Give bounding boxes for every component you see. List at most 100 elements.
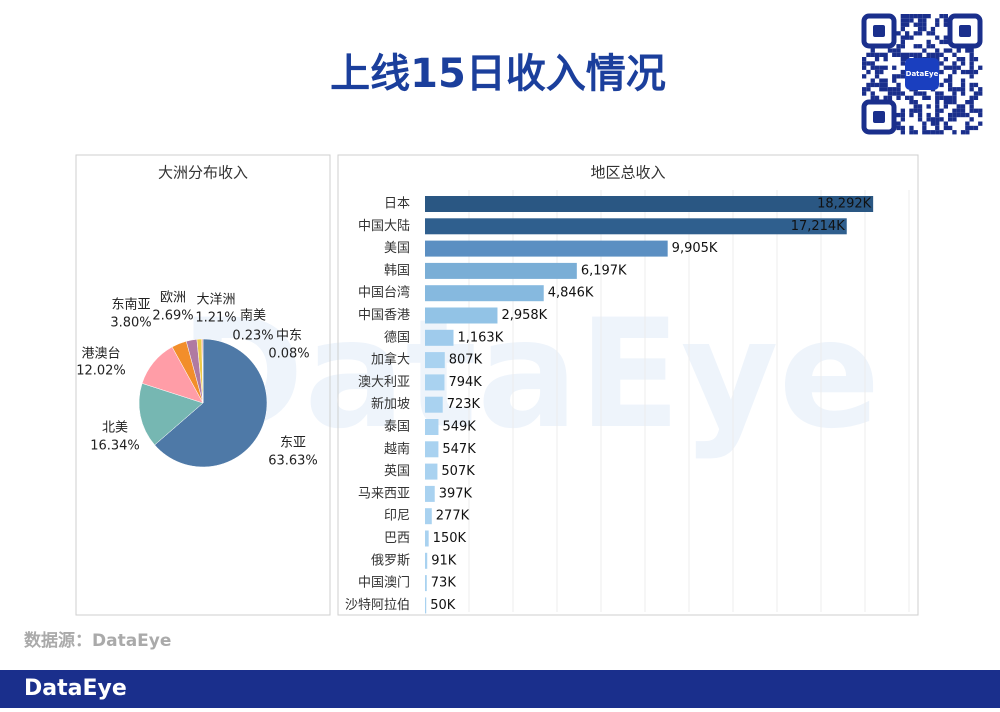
qr-cell xyxy=(935,48,939,52)
qr-cell xyxy=(896,126,900,130)
qr-cell xyxy=(927,44,931,48)
qr-cell xyxy=(931,31,935,35)
qr-label: DataEye xyxy=(906,70,939,78)
footer-bar xyxy=(0,670,1000,708)
qr-cell xyxy=(944,66,948,70)
qr-cell xyxy=(935,122,939,126)
value-label: 507K xyxy=(441,464,475,479)
qr-cell xyxy=(965,130,969,134)
qr-cell xyxy=(957,48,961,52)
pie-label: 港澳台 xyxy=(81,346,120,362)
qr-cell xyxy=(978,87,982,91)
qr-cell xyxy=(866,61,870,65)
qr-cell xyxy=(892,48,896,52)
qr-cell xyxy=(909,100,913,104)
qr-cell xyxy=(892,87,896,91)
qr-cell xyxy=(961,57,965,61)
qr-cell xyxy=(901,27,905,31)
qr-cell xyxy=(974,83,978,87)
qr-cell xyxy=(888,48,892,52)
qr-cell xyxy=(922,130,926,134)
qr-cell xyxy=(922,91,926,95)
qr-cell xyxy=(909,18,913,22)
value-label: 4,846K xyxy=(548,286,594,301)
qr-cell xyxy=(970,117,974,121)
qr-cell xyxy=(922,126,926,130)
qr-cell xyxy=(905,23,909,27)
qr-cell xyxy=(871,91,875,95)
qr-cell xyxy=(892,74,896,78)
qr-cell xyxy=(905,96,909,100)
qr-cell xyxy=(901,109,905,113)
qr-cell xyxy=(974,96,978,100)
qr-cell xyxy=(970,100,974,104)
value-label: 18,292K xyxy=(817,197,871,212)
qr-cell xyxy=(970,61,974,65)
qr-cell xyxy=(948,126,952,130)
qr-cell xyxy=(905,18,909,22)
y-tick-label: 中国澳门 xyxy=(358,575,410,591)
qr-cell xyxy=(965,70,969,74)
qr-cell xyxy=(935,130,939,134)
qr-cell xyxy=(935,109,939,113)
qr-cell xyxy=(935,96,939,100)
qr-cell xyxy=(884,79,888,83)
qr-cell xyxy=(909,113,913,117)
qr-cell xyxy=(918,31,922,35)
bar xyxy=(425,218,847,234)
bar xyxy=(425,464,437,480)
qr-cell xyxy=(944,122,948,126)
qr-cell xyxy=(914,14,918,18)
bar xyxy=(425,575,427,591)
value-label: 150K xyxy=(433,531,467,546)
qr-cell xyxy=(884,53,888,57)
qr-cell xyxy=(901,61,905,65)
qr-cell xyxy=(927,117,931,121)
qr-cell xyxy=(931,130,935,134)
qr-cell xyxy=(944,18,948,22)
qr-cell xyxy=(922,14,926,18)
qr-cell xyxy=(866,83,870,87)
qr-cell xyxy=(901,18,905,22)
value-label: 723K xyxy=(447,397,481,412)
qr-cell xyxy=(931,27,935,31)
qr-cell xyxy=(918,14,922,18)
qr-cell xyxy=(879,53,883,57)
value-label: 277K xyxy=(436,509,470,524)
y-tick-label: 中国大陆 xyxy=(358,218,410,234)
y-tick-label: 德国 xyxy=(384,330,410,345)
qr-cell xyxy=(939,40,943,44)
qr-cell xyxy=(974,126,978,130)
pie-value-label: 63.63% xyxy=(268,454,318,469)
qr-cell xyxy=(879,83,883,87)
qr-finder xyxy=(873,25,885,37)
qr-cell xyxy=(970,48,974,52)
y-tick-label: 美国 xyxy=(384,241,410,256)
qr-cell xyxy=(914,23,918,27)
qr-cell xyxy=(922,48,926,52)
qr-cell xyxy=(914,91,918,95)
qr-cell xyxy=(871,53,875,57)
page-title: 上线15日收入情况 xyxy=(330,51,666,97)
qr-cell xyxy=(901,23,905,27)
qr-cell xyxy=(970,87,974,91)
value-label: 807K xyxy=(449,353,483,368)
pie-label: 东亚 xyxy=(280,436,306,451)
qr-cell xyxy=(944,126,948,130)
qr-cell xyxy=(879,87,883,91)
qr-cell xyxy=(944,96,948,100)
qr-cell xyxy=(918,104,922,108)
bar xyxy=(425,352,445,368)
qr-cell xyxy=(875,53,879,57)
qr-cell xyxy=(957,57,961,61)
pie-label: 东南亚 xyxy=(111,297,150,313)
value-label: 50K xyxy=(430,598,456,613)
qr-cell xyxy=(944,14,948,18)
qr-cell xyxy=(896,74,900,78)
qr-cell xyxy=(970,104,974,108)
bar xyxy=(425,508,432,524)
qr-cell xyxy=(970,66,974,70)
qr-cell xyxy=(918,109,922,113)
qr-cell xyxy=(871,83,875,87)
qr-cell xyxy=(866,53,870,57)
